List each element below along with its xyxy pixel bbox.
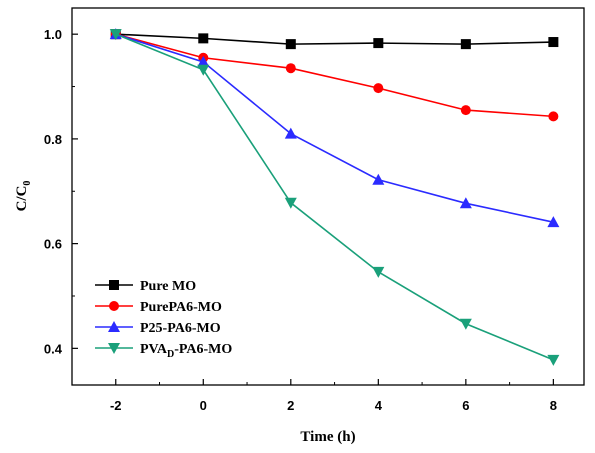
data-point-pvad-pa6-mo	[284, 197, 297, 209]
data-point-pure-mo	[285, 39, 296, 50]
data-point-pure-mo	[548, 37, 559, 48]
x-axis-title: Time (h)	[300, 429, 355, 445]
legend-marker	[108, 321, 120, 332]
data-point-purepa6-mo	[548, 111, 559, 122]
x-tick-label: 2	[287, 398, 294, 413]
data-point-purepa6-mo	[460, 105, 471, 116]
y-tick-label: 0.4	[44, 341, 63, 356]
legend-item-p25-pa6-mo: P25-PA6-MO	[95, 321, 221, 336]
data-point-p25-pa6-mo	[284, 127, 297, 139]
legend-marker	[108, 343, 120, 354]
data-point-p25-pa6-mo	[459, 197, 472, 209]
legend-item-purepa6-mo: PurePA6-MO	[95, 300, 222, 315]
y-axis-title-sub: 0	[22, 181, 33, 186]
legend-label-main: PurePA6-MO	[140, 300, 222, 315]
series-line-p25-pa6-mo	[115, 33, 554, 223]
series-line-pvad-pa6-mo	[115, 33, 554, 361]
legend-label: PurePA6-MO	[140, 300, 222, 315]
data-point-purepa6-mo	[285, 63, 296, 74]
series-line-pure-mo	[115, 33, 554, 45]
data-point-pvad-pa6-mo	[197, 64, 210, 76]
data-point-pvad-pa6-mo	[372, 266, 385, 278]
legend-label-main: Pure MO	[140, 279, 196, 294]
legend-label-sub: D	[167, 349, 174, 360]
x-tick-label: 0	[200, 398, 207, 413]
legend-item-pure-mo: Pure MO	[95, 279, 196, 294]
y-tick-label: 0.8	[44, 132, 62, 147]
y-axis-title-main: C/C	[14, 186, 30, 212]
data-point-pvad-pa6-mo	[547, 354, 560, 366]
series-pure-mo	[110, 29, 559, 50]
data-point-p25-pa6-mo	[547, 216, 560, 228]
legend-label-suffix: -PA6-MO	[174, 342, 232, 357]
legend-label: Pure MO	[140, 279, 196, 294]
data-point-p25-pa6-mo	[197, 55, 210, 67]
legend-marker	[109, 280, 119, 290]
legend-label: PVAD-PA6-MO	[140, 342, 232, 360]
plot-frame	[71, 7, 585, 386]
x-tick-label: -2	[110, 398, 122, 413]
data-point-pure-mo	[198, 33, 209, 44]
data-point-p25-pa6-mo	[372, 173, 385, 185]
x-tick-label: 6	[462, 398, 469, 413]
legend-item-pvad-pa6-mo: PVAD-PA6-MO	[95, 342, 232, 360]
legend: Pure MO PurePA6-MO P25-PA6-MO PVAD-PA6-MO	[95, 279, 232, 360]
legend-marker	[109, 301, 119, 311]
series-pvad-pa6-mo	[109, 29, 560, 366]
svg-text:C/C0: C/C0	[14, 181, 33, 212]
legend-label: P25-PA6-MO	[140, 321, 221, 336]
data-point-purepa6-mo	[373, 83, 384, 94]
series-p25-pa6-mo	[109, 28, 560, 228]
series-layer	[109, 28, 560, 366]
y-tick-label: 1.0	[44, 27, 62, 42]
data-point-pure-mo	[373, 38, 384, 49]
data-point-pvad-pa6-mo	[459, 318, 472, 330]
legend-label-main: P25-PA6-MO	[140, 321, 221, 336]
axis-ticks: -2 0 2 4 6 8 0.4 0.6 0.8 1.0	[44, 27, 557, 413]
y-axis-title: C/C0	[14, 181, 33, 212]
y-tick-label: 0.6	[44, 237, 62, 252]
x-tick-label: 4	[375, 398, 383, 413]
x-tick-label: 8	[550, 398, 557, 413]
data-point-pvad-pa6-mo	[109, 29, 122, 41]
legend-label-main: PVA	[140, 342, 168, 357]
series-line-purepa6-mo	[115, 33, 554, 118]
data-point-pure-mo	[460, 39, 471, 50]
